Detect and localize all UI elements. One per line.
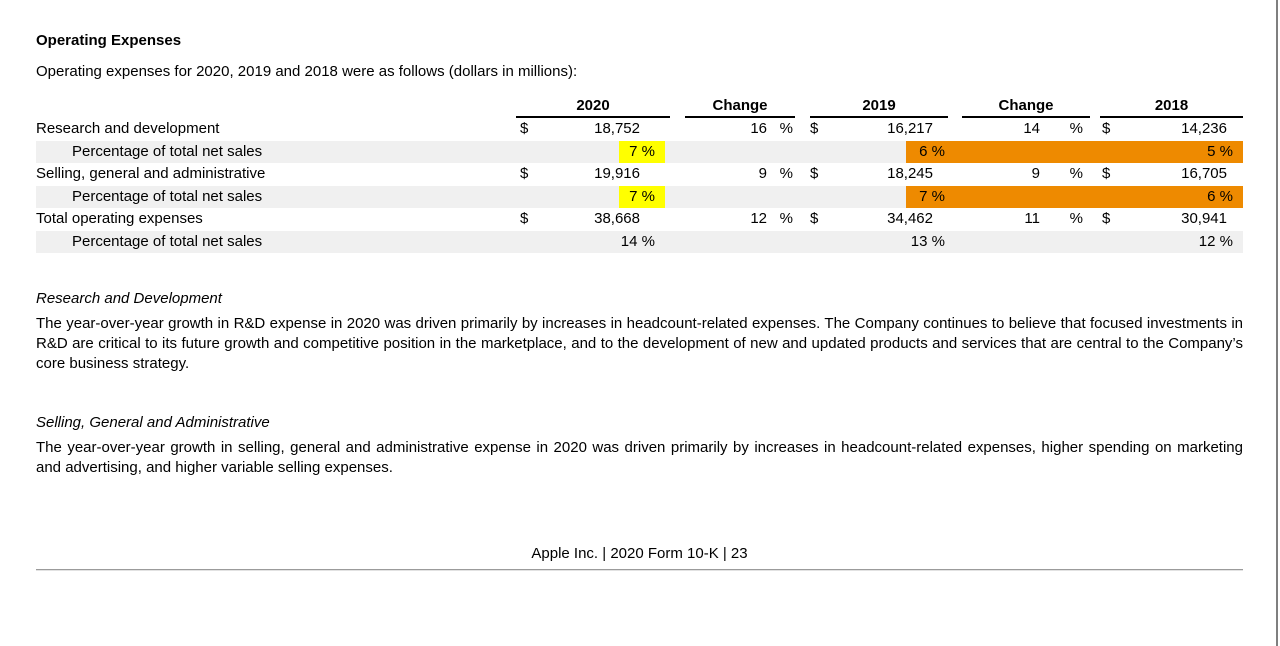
dollar-sign: $ [810, 210, 819, 227]
table-row-research-development: Research and development $ 18,752 16 % $… [36, 118, 1243, 141]
value-2018: 30,941 [1181, 210, 1227, 227]
dollar-sign: $ [1102, 165, 1111, 182]
dollar-sign: $ [1102, 210, 1111, 227]
percent-sign: % [1069, 165, 1083, 182]
table-row-selling-general-admin: Selling, general and administrative $ 19… [36, 163, 1243, 186]
percent-sign: % [1069, 210, 1083, 227]
pct-2020: 7 % [516, 140, 670, 163]
change-2019: 11 [1024, 210, 1040, 227]
value-2019: 16,217 [887, 120, 933, 137]
table-row-total-operating-expenses: Total operating expenses $ 38,668 12 % $… [36, 208, 1243, 231]
row-label: Percentage of total net sales [72, 142, 263, 160]
intro-text: Operating expenses for 2020, 2019 and 20… [36, 63, 578, 80]
value-2019: 34,462 [887, 210, 933, 227]
table-row-percentage: Percentage of total net sales 7 % 7 % 6 … [36, 185, 1243, 208]
percent-sign: % [779, 210, 793, 227]
value-2019: 18,245 [887, 165, 933, 182]
section-heading-selling-general-admin: Selling, General and Administrative [36, 414, 270, 431]
value-2018: 14,236 [1181, 120, 1227, 137]
row-label: Percentage of total net sales [72, 187, 263, 205]
yellow-highlight: 7 % [619, 140, 665, 163]
page-edge-border [1276, 0, 1278, 646]
pct-2020: 14 % [620, 232, 655, 250]
change-2019: 14 [1023, 120, 1040, 137]
col-header-change-2: Change [962, 96, 1090, 118]
pct-2018: 12 % [1198, 232, 1233, 250]
dollar-sign: $ [1102, 120, 1111, 137]
dollar-sign: $ [520, 210, 529, 227]
value-2020: 19,916 [594, 165, 640, 182]
row-label: Selling, general and administrative [36, 165, 266, 182]
pct-2019: 7 % [919, 187, 945, 205]
dollar-sign: $ [810, 120, 819, 137]
orange-highlight [906, 185, 1243, 208]
operating-expenses-table: 2020 Change 2019 Change 2018 Research an… [36, 96, 1243, 253]
value-2020: 38,668 [594, 210, 640, 227]
change-2019: 9 [1031, 165, 1040, 182]
col-header-2019: 2019 [810, 96, 948, 118]
table-row-percentage: Percentage of total net sales 7 % 6 % 5 … [36, 140, 1243, 163]
value-2020: 18,752 [594, 120, 640, 137]
percent-sign: % [779, 165, 793, 182]
col-header-change-1: Change [685, 96, 795, 118]
percent-sign: % [1069, 120, 1083, 137]
dollar-sign: $ [520, 120, 529, 137]
pct-2018: 6 % [1207, 187, 1233, 205]
col-header-2020: 2020 [516, 96, 670, 118]
change-2020: 16 [750, 120, 767, 137]
value-2018: 16,705 [1181, 165, 1227, 182]
table-header-row: 2020 Change 2019 Change 2018 [36, 96, 1243, 118]
section-body-research-development: The year-over-year growth in R&D expense… [36, 315, 1243, 372]
yellow-highlight: 7 % [619, 185, 665, 208]
pct-2020: 7 % [516, 185, 670, 208]
percent-sign: % [779, 120, 793, 137]
page-title: Operating Expenses [36, 32, 182, 49]
pct-2019: 6 % [919, 142, 945, 160]
section-heading-research-development: Research and Development [36, 290, 222, 307]
change-2020: 9 [758, 165, 767, 182]
change-2020: 12 [750, 210, 767, 227]
pct-2018: 5 % [1207, 142, 1233, 160]
row-label: Percentage of total net sales [72, 232, 263, 250]
footer-page-label: Apple Inc. | 2020 Form 10-K | 23 [531, 545, 748, 562]
col-header-2018: 2018 [1100, 96, 1243, 118]
dollar-sign: $ [810, 165, 819, 182]
pct-2019: 13 % [910, 232, 945, 250]
row-label: Research and development [36, 120, 220, 137]
footer-rule [36, 569, 1243, 571]
section-body-selling-general-admin: The year-over-year growth in selling, ge… [36, 439, 1243, 476]
dollar-sign: $ [520, 165, 529, 182]
row-label: Total operating expenses [36, 210, 203, 227]
table-row-percentage: Percentage of total net sales 14 % 13 % … [36, 230, 1243, 253]
orange-highlight [906, 140, 1243, 163]
